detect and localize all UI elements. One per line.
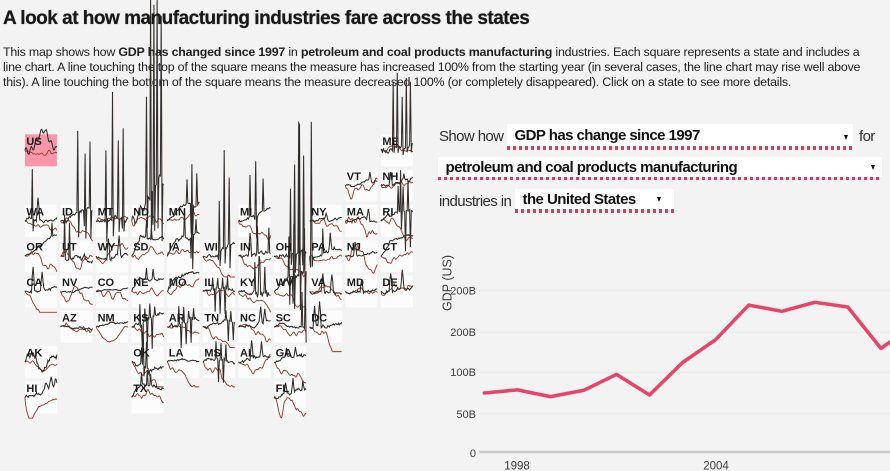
svg-text:UT: UT xyxy=(62,242,77,254)
svg-text:MN: MN xyxy=(169,206,186,218)
svg-text:AR: AR xyxy=(169,312,185,324)
svg-text:ME: ME xyxy=(382,136,399,148)
svg-text:100B: 100B xyxy=(450,367,476,379)
svg-text:NV: NV xyxy=(62,277,78,289)
svg-text:CT: CT xyxy=(382,242,397,254)
svg-text:TN: TN xyxy=(204,312,219,324)
svg-text:SC: SC xyxy=(276,312,291,324)
svg-text:FL: FL xyxy=(276,383,290,395)
svg-text:WY: WY xyxy=(98,242,116,254)
svg-text:0: 0 xyxy=(470,448,476,460)
svg-text:KS: KS xyxy=(133,312,148,324)
svg-text:NM: NM xyxy=(98,312,115,324)
svg-text:LA: LA xyxy=(169,348,184,360)
svg-text:VA: VA xyxy=(311,277,326,289)
svg-text:KY: KY xyxy=(240,277,256,289)
svg-text:VT: VT xyxy=(347,171,361,183)
svg-text:GA: GA xyxy=(276,348,293,360)
svg-text:ID: ID xyxy=(62,206,73,218)
svg-text:WV: WV xyxy=(276,277,294,289)
svg-text:MT: MT xyxy=(98,206,114,218)
svg-text:NY: NY xyxy=(311,206,327,218)
svg-text:IA: IA xyxy=(169,242,180,254)
svg-text:AK: AK xyxy=(26,348,42,360)
svg-text:MD: MD xyxy=(347,277,364,289)
svg-text:MA: MA xyxy=(347,206,364,218)
svg-text:SD: SD xyxy=(133,242,148,254)
svg-text:NE: NE xyxy=(133,277,148,289)
svg-text:200B: 200B xyxy=(450,285,476,297)
svg-text:AZ: AZ xyxy=(62,312,77,324)
svg-text:WI: WI xyxy=(204,242,217,254)
svg-text:CA: CA xyxy=(26,277,42,289)
svg-text:2004: 2004 xyxy=(703,461,729,471)
svg-text:MO: MO xyxy=(169,277,187,289)
svg-text:50B: 50B xyxy=(456,409,476,421)
svg-text:ND: ND xyxy=(133,206,149,218)
svg-text:AL: AL xyxy=(240,348,255,360)
svg-text:MS: MS xyxy=(204,348,221,360)
svg-text:200B: 200B xyxy=(450,327,476,339)
svg-text:HI: HI xyxy=(26,383,37,395)
svg-text:PA: PA xyxy=(311,242,326,254)
svg-text:NH: NH xyxy=(382,171,398,183)
svg-text:DE: DE xyxy=(382,277,397,289)
svg-text:RI: RI xyxy=(382,206,393,218)
svg-text:OR: OR xyxy=(26,242,43,254)
svg-text:1998: 1998 xyxy=(504,461,530,471)
svg-text:DC: DC xyxy=(311,312,327,324)
svg-text:OK: OK xyxy=(133,348,150,360)
svg-text:WA: WA xyxy=(26,206,44,218)
svg-text:IN: IN xyxy=(240,242,251,254)
svg-text:GDP (US): GDP (US) xyxy=(441,255,455,311)
svg-text:MI: MI xyxy=(240,206,252,218)
svg-text:IL: IL xyxy=(204,277,214,289)
svg-text:NC: NC xyxy=(240,312,256,324)
svg-text:CO: CO xyxy=(98,277,115,289)
svg-text:TX: TX xyxy=(133,383,148,395)
svg-text:NJ: NJ xyxy=(347,242,361,254)
svg-text:OH: OH xyxy=(276,242,293,254)
svg-text:US: US xyxy=(26,136,41,148)
